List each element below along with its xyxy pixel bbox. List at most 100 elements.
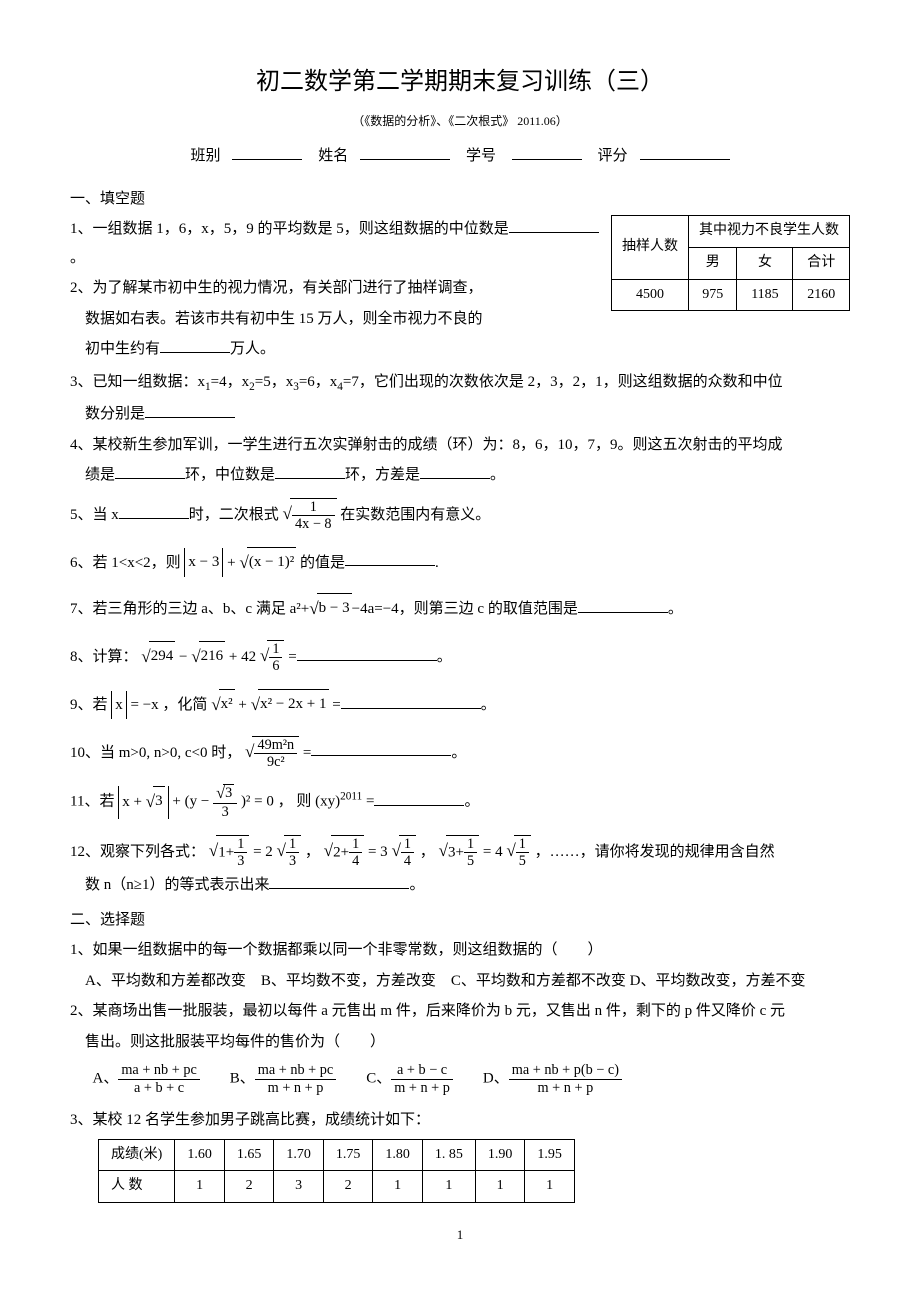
- q11-frac-den: 3: [213, 803, 237, 820]
- q8-rad1: 294: [149, 641, 176, 671]
- name-label: 姓名: [318, 148, 348, 164]
- sc-d6: 1: [422, 1171, 475, 1203]
- q12c: 。: [409, 877, 424, 893]
- page-number: 1: [70, 1223, 850, 1248]
- q8-num: 1: [269, 641, 282, 657]
- mc2-l1: 2、某商场出售一批服装，最初以每件 a 元售出 m 件，后来降价为 b 元，又售…: [70, 997, 850, 1026]
- mc2-optC: C、a + b − cm + n + p: [366, 1062, 453, 1096]
- th-sample: 抽样人数: [612, 216, 689, 279]
- q2c-text: 初中生约有: [85, 341, 160, 357]
- sc-d7: 1: [475, 1171, 525, 1203]
- q1-text: 1、一组数据 1，6，x，5，9 的平均数是 5，则这组数据的中位数是: [70, 221, 509, 237]
- q3e: =7，它们出现的次数依次是 2，3，2，1，则这组数据的众数和中位: [343, 374, 783, 390]
- q12p2n: 1: [349, 836, 362, 852]
- q8-plus: + 42: [229, 649, 256, 665]
- q10-sqrt: 49m²n9c²: [245, 736, 299, 771]
- q5: 5、当 x时，二次根式 14x − 8 在实数范围内有意义。: [70, 498, 850, 533]
- score-row-1: 成绩(米) 1.60 1.65 1.70 1.75 1.80 1. 85 1.9…: [99, 1139, 575, 1171]
- sc-h7: 1.90: [475, 1139, 525, 1171]
- q11-abs-rad: 3: [153, 786, 165, 816]
- q6-abs: x − 3: [184, 548, 223, 577]
- q4c: 环，中位数是: [185, 467, 275, 483]
- q8b: =: [288, 649, 296, 665]
- q11-frac: 33: [213, 784, 237, 820]
- score-label: 评分: [598, 148, 628, 164]
- q11b: )² = 0 ， 则 (xy): [241, 794, 340, 810]
- q11c: 。: [464, 794, 479, 810]
- q6c: .: [435, 554, 439, 570]
- q12-r3: 15: [506, 835, 531, 870]
- q11-sup: 2011: [340, 791, 362, 803]
- mc1b: B、平均数不变，方差改变: [261, 973, 436, 989]
- q11: 11、若 x + 3 + (y − 33 )² = 0 ， 则 (xy)2011…: [70, 784, 850, 820]
- q4e: 。: [490, 467, 505, 483]
- q12a: 12、观察下列各式：: [70, 843, 205, 859]
- sc-h3: 1.70: [274, 1139, 324, 1171]
- td-sample: 4500: [612, 279, 689, 311]
- sc-h0: 成绩(米): [99, 1139, 175, 1171]
- q5-blank: [119, 501, 189, 519]
- mc1a: A、平均数和方差都改变: [85, 973, 246, 989]
- q8-rad2: 216: [199, 641, 226, 671]
- q1-blank: [509, 216, 599, 234]
- q9-rad1: x²: [219, 689, 235, 719]
- q3b: =4，x: [211, 374, 249, 390]
- q11-eq: =: [366, 794, 374, 810]
- q12p3d: 5: [464, 852, 477, 869]
- sc-h2: 1.65: [224, 1139, 274, 1171]
- q2c-end: 万人。: [230, 341, 275, 357]
- th-bad: 其中视力不良学生人数: [689, 216, 850, 248]
- mc2Dn: ma + nb + p(b − c): [509, 1062, 622, 1078]
- q9-abs: x: [111, 691, 127, 720]
- vision-table-wrap: 抽样人数 其中视力不良学生人数 男 女 合计 4500 975 1185 216…: [611, 215, 850, 311]
- q3: 3、已知一组数据：x1=4，x2=5，x3=6，x4=7，它们出现的次数依次是 …: [70, 368, 850, 398]
- q9-plus: +: [238, 697, 246, 713]
- class-label: 班别: [190, 148, 220, 164]
- q12p1d: 3: [234, 852, 247, 869]
- th-f: 女: [737, 247, 793, 279]
- q12p3n: 1: [464, 836, 477, 852]
- q12-line2: 数 n（n≥1）的等式表示出来 。: [85, 871, 850, 900]
- q10: 10、当 m>0, n>0, c<0 时， 49m²n9c² =。: [70, 736, 850, 771]
- q4-blank2: [275, 462, 345, 480]
- q9c: 。: [481, 697, 496, 713]
- q7b: −4a=−4，则第三边 c 的取值范围是: [352, 601, 578, 617]
- q8-sqrt1: 294: [141, 641, 175, 674]
- q12-s3: 3+15: [439, 835, 480, 870]
- q9a: 9、若: [70, 697, 108, 713]
- q10-num: 49m²n: [254, 737, 297, 753]
- q6-plus: +: [227, 554, 235, 570]
- q5b: 时，二次根式: [189, 507, 283, 523]
- q5c: 在实数范围内有意义。: [340, 507, 490, 523]
- q6-sqrt: (x − 1)²: [239, 547, 296, 580]
- th-total: 合计: [793, 247, 850, 279]
- mc2-l2: 售出。则这批服装平均每件的售价为（ ）: [85, 1028, 850, 1057]
- mc1d: D、平均数改变，方差不变: [630, 973, 806, 989]
- sc-d8: 1: [525, 1171, 575, 1203]
- q12b: 数 n（n≥1）的等式表示出来: [85, 877, 269, 893]
- q12-r1: 13: [277, 835, 302, 870]
- q8c: 。: [437, 649, 452, 665]
- sc-d5: 1: [373, 1171, 423, 1203]
- mc1c: C、平均数和方差都不改变: [451, 973, 626, 989]
- mc2A: A、: [93, 1071, 119, 1087]
- q8-sqrt2: 216: [191, 641, 225, 674]
- sc-h5: 1.80: [373, 1139, 423, 1171]
- q12eq1: = 2: [253, 843, 273, 859]
- q5a: 5、当 x: [70, 507, 119, 523]
- q6b: 的值是: [300, 554, 345, 570]
- q10b: =: [303, 744, 311, 760]
- q4-blank3: [420, 462, 490, 480]
- mc2Ad: a + b + c: [118, 1079, 199, 1096]
- q12r2d: 4: [401, 852, 414, 869]
- th-m: 男: [689, 247, 737, 279]
- q8: 8、计算： 294 − 216 + 42 16 =。: [70, 640, 850, 675]
- q4-blank1: [115, 462, 185, 480]
- mc2Bn: ma + nb + pc: [255, 1062, 336, 1078]
- mc2-opts: A、ma + nb + pca + b + c B、ma + nb + pcm …: [93, 1062, 851, 1096]
- q3a: 3、已知一组数据：x: [70, 374, 205, 390]
- sc-d1: 1: [175, 1171, 225, 1203]
- q12r1n: 1: [286, 836, 299, 852]
- q7c: 。: [668, 601, 683, 617]
- sc-h4: 1.75: [323, 1139, 373, 1171]
